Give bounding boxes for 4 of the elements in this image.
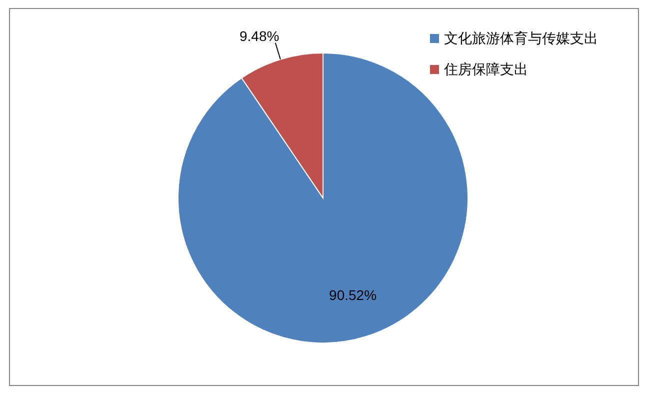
data-label: 90.52% [329, 287, 377, 304]
data-label: 9.48% [240, 28, 280, 44]
legend-label: 文化旅游体育与传媒支出 [444, 29, 599, 48]
legend-label: 住房保障支出 [444, 60, 529, 79]
